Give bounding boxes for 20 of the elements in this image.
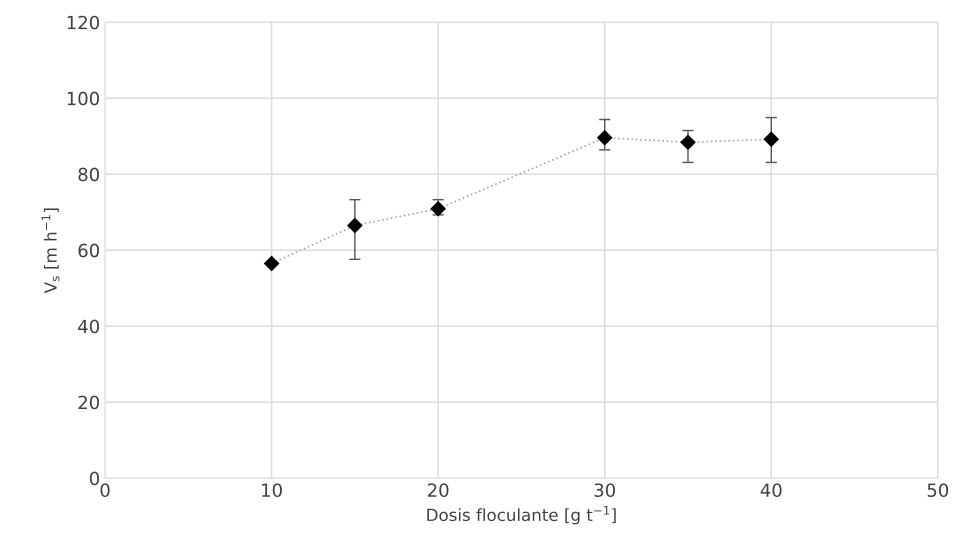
- x-tick-label: 50: [928, 483, 948, 497]
- y-tick-label: 0: [90, 472, 99, 486]
- y-tick-label: 120: [68, 16, 99, 30]
- y-tick-label: 60: [78, 244, 99, 258]
- point: [764, 132, 779, 147]
- x-tick-label: 10: [262, 483, 282, 497]
- y-tick-label: 20: [78, 396, 99, 410]
- y-tick-label: 100: [68, 92, 99, 106]
- x-tick-label: 30: [594, 483, 615, 497]
- point: [597, 130, 612, 146]
- y-axis-title: V$_{s}$ [m h$^{−1}$]: [42, 208, 60, 294]
- x-tick-label: 20: [428, 483, 448, 497]
- x-axis-title: Dosis floculante [g t$^{−1}$]: [427, 506, 616, 524]
- point: [347, 218, 362, 234]
- y-tick-label: 80: [78, 168, 99, 182]
- x-tick-label: 40: [760, 483, 782, 497]
- y-tick-label: 40: [78, 320, 99, 334]
- point: [680, 134, 696, 150]
- x-tick-label: 0: [100, 483, 110, 497]
- point: [264, 256, 280, 272]
